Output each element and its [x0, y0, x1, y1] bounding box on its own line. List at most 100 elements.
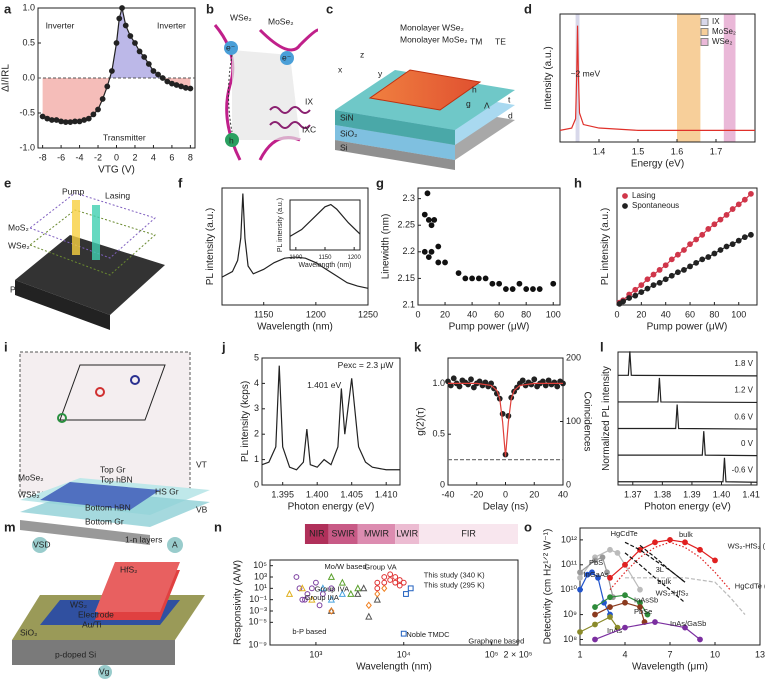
marker	[662, 276, 669, 283]
series-line	[579, 616, 618, 633]
y-tick-label: 2.25	[397, 220, 415, 230]
series-label: HgCdTe (77 K)	[735, 581, 765, 590]
x-tick-label: 1.38	[654, 489, 672, 499]
marker	[705, 226, 712, 232]
marker	[622, 624, 628, 631]
marker	[407, 585, 414, 592]
marker	[531, 376, 538, 383]
plot-frame	[261, 357, 401, 486]
x-tick-label: 10⁵	[485, 649, 499, 659]
series-label: bulk	[657, 577, 671, 586]
marker	[638, 282, 645, 289]
y-tick-label: 10⁹	[563, 609, 577, 619]
marker	[403, 591, 409, 597]
series-label: Graphene based	[468, 637, 524, 646]
legend-swatch	[700, 38, 709, 46]
label: g	[466, 98, 471, 108]
diagram-c: Monolayer WSe₂ Monolayer MoSe₂ TM TE SiN…	[335, 22, 515, 170]
legend-label: IX	[712, 17, 720, 26]
x-tick-label: 1.39	[683, 489, 701, 499]
marker	[116, 15, 123, 22]
x-tick-label: 1.410	[375, 489, 398, 499]
series-label: bulk	[679, 530, 693, 539]
marker	[729, 241, 736, 248]
marker	[164, 78, 171, 85]
series-label: WS₂-HfS₂ (340 K)	[728, 542, 765, 551]
annotation: Pexc = 2.3 μW	[338, 360, 394, 370]
marker	[155, 71, 161, 78]
marker	[662, 262, 669, 269]
marker	[632, 286, 639, 293]
marker	[469, 275, 475, 282]
marker	[592, 621, 598, 628]
marker	[554, 383, 561, 390]
panel-letter: h	[574, 175, 582, 190]
label: VT	[196, 459, 207, 469]
marker	[496, 280, 503, 287]
label: SiO₂	[20, 627, 37, 637]
marker	[428, 222, 435, 229]
marker	[592, 604, 598, 610]
marker	[48, 117, 55, 123]
x-tick-label: 10⁴	[397, 649, 411, 659]
x-tick-label: 60	[494, 309, 504, 319]
marker	[644, 611, 651, 618]
label: Monolayer MoSe₂	[400, 34, 468, 44]
marker	[104, 83, 111, 90]
marker	[681, 247, 687, 253]
series-line	[448, 382, 563, 457]
x-tick-label: 20	[529, 489, 539, 499]
marker	[85, 115, 92, 122]
marker	[178, 83, 185, 90]
series-label: PbSe	[634, 607, 652, 616]
y-tick-label: 2.15	[397, 273, 415, 283]
x-tick-label: 100	[546, 309, 561, 319]
header-band-label: MWIR	[364, 528, 389, 538]
y-tick-label: 10⁸	[563, 634, 577, 644]
x-axis-label: VTG (V)	[98, 164, 135, 175]
y-axis-label: Intensity (a.u.)	[543, 46, 554, 109]
series-label: 1.8 V	[734, 359, 753, 368]
marker	[650, 271, 657, 278]
marker	[132, 40, 138, 46]
y2-tick-label: 0	[566, 479, 571, 489]
series-line	[618, 431, 758, 457]
x-axis-label: Pump power (μW)	[449, 321, 530, 332]
series-line	[618, 457, 758, 483]
x-tick-label: -40	[441, 489, 454, 499]
y-axis-label: g(2)(τ)	[416, 407, 427, 435]
x-axis-label: Energy (eV)	[631, 158, 684, 169]
label: MoSe₂	[18, 472, 44, 482]
legend-label: Lasing	[632, 191, 656, 200]
x-tick-label: 1	[577, 649, 582, 659]
x-axis-label: Wavelength (nm)	[257, 321, 333, 332]
x-tick-label: 40	[661, 309, 671, 319]
x-tick-label: 1.37	[624, 489, 642, 499]
x-tick-label: 20	[636, 309, 646, 319]
marker	[108, 68, 115, 74]
x-tick-label: 80	[709, 309, 719, 319]
chart: -8 -6 -4 -2 0 2 4 6 8 -1.0 -0.5 0.0 0.5 1.0 VTG (V) ΔI/…	[0, 2, 196, 175]
x-tick-label: 6	[169, 152, 174, 162]
plot-frame	[616, 187, 758, 306]
marker	[141, 54, 148, 60]
marker	[145, 61, 152, 67]
marker	[699, 231, 706, 238]
marker	[697, 636, 703, 643]
marker	[327, 595, 336, 603]
marker	[711, 250, 718, 257]
marker	[632, 292, 639, 299]
x-tick-label: 1.4	[593, 146, 606, 156]
marker	[682, 539, 688, 546]
marker	[550, 280, 557, 287]
label: Au/Ti	[82, 619, 102, 629]
marker	[626, 295, 633, 301]
y-tick-label: 10⁻⁹	[248, 639, 267, 649]
label: d	[508, 110, 513, 120]
label: A	[172, 539, 178, 549]
marker	[425, 254, 432, 261]
marker	[400, 630, 407, 637]
chart: NIR SWIR MWIR LWIR FIR 10³ 10⁴ 10⁵ 2 × 10⁵ 10⁻⁹ 10…	[232, 524, 533, 672]
